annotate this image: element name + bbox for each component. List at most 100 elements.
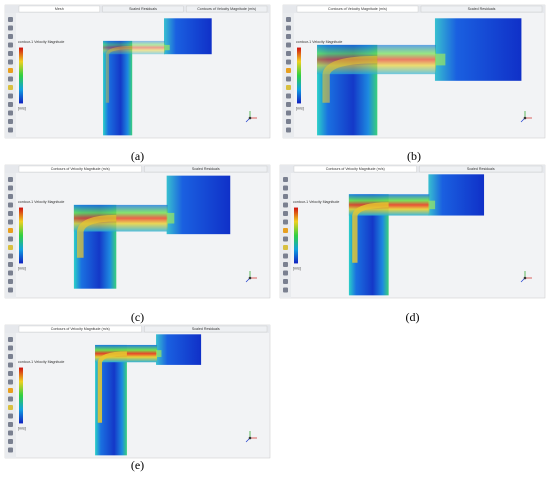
tool-icon [283, 219, 288, 225]
tab [296, 5, 419, 13]
tool-icon [286, 127, 291, 133]
panel: Contours of Velocity Magnitude (m/s) Scal… [4, 324, 271, 459]
elbow-core [105, 45, 133, 103]
tool-icon [8, 430, 13, 436]
tool-icon [8, 17, 13, 22]
tool-icon [286, 93, 291, 99]
tab [419, 165, 543, 173]
axis-origin [248, 436, 252, 440]
tool-icon [286, 68, 291, 73]
tab [144, 165, 268, 173]
elbow-core [97, 351, 127, 423]
panel-label: (a) [131, 149, 144, 163]
tool-icon [8, 185, 13, 191]
tab [186, 5, 268, 13]
tool-icon [8, 262, 13, 267]
tool-icon [8, 228, 13, 233]
tool-icon [8, 362, 13, 368]
axis-origin [523, 116, 527, 120]
axis-origin [523, 276, 527, 280]
tab-title: Contours of Velocity Magnitude (m/s) [328, 7, 387, 11]
legend-title: contour-1 Velocity Magnitude [296, 40, 342, 44]
tab [18, 5, 100, 13]
tool-icon [8, 110, 13, 116]
legend-title: contour-1 Velocity Magnitude [18, 200, 64, 204]
tool-icon [8, 25, 13, 31]
tool-icon [8, 34, 13, 39]
tool-icon [283, 236, 288, 242]
tab [18, 165, 142, 173]
tool-icon [286, 25, 291, 31]
legend-unit: [m/s] [18, 107, 26, 111]
colorbar [19, 207, 23, 264]
tool-icon [283, 211, 288, 216]
tool-icon [283, 245, 288, 250]
tab [420, 5, 543, 13]
panel: Mesh Scaled Residuals Contours of Velocity… [4, 4, 271, 139]
tool-icon [8, 379, 13, 385]
tool-icon [8, 93, 13, 99]
tool-icon [8, 447, 13, 453]
elbow-core [76, 214, 117, 258]
tool-icon [8, 51, 13, 56]
legend-title: contour-1 Velocity Magnitude [18, 360, 64, 364]
horizontal-leg [73, 204, 168, 232]
jet [156, 350, 162, 358]
tool-icon [8, 119, 13, 124]
tool-icon [8, 219, 13, 225]
toolbar [283, 13, 294, 138]
tool-icon [8, 245, 13, 250]
toolbar [5, 13, 16, 138]
outlet-box [434, 18, 522, 81]
panel-label: (c) [131, 310, 144, 324]
tool-icon [286, 102, 291, 107]
tool-icon [283, 177, 288, 182]
tool-icon [8, 76, 13, 82]
colorbar [294, 207, 298, 264]
tool-icon [286, 110, 291, 116]
tool-icon [8, 236, 13, 242]
tool-icon [8, 202, 13, 208]
tool-icon [8, 396, 13, 402]
legend-title: contour-1 Velocity Magnitude [18, 40, 64, 44]
tool-icon [8, 354, 13, 359]
tab-title: Scaled Residuals [192, 167, 220, 171]
tab [102, 5, 184, 13]
tool-icon [8, 422, 13, 427]
tool-icon [8, 405, 13, 410]
panel: Contours of Velocity Magnitude (m/s) Scal… [282, 4, 546, 139]
tool-icon [283, 202, 288, 208]
jet [434, 53, 446, 66]
viewport [4, 4, 271, 139]
toolbar [5, 333, 16, 458]
axis-origin [248, 116, 252, 120]
tool-icon [8, 194, 13, 199]
outlet-box [166, 175, 231, 235]
tab-title: Scaled Residuals [467, 167, 495, 171]
legend-unit: [m/s] [293, 267, 301, 271]
tool-icon [286, 51, 291, 56]
horizontal-leg [348, 194, 430, 216]
tool-icon [8, 439, 13, 444]
elbow-core [352, 202, 389, 263]
tool-icon [283, 287, 288, 293]
tool-icon [8, 85, 13, 90]
horizontal-leg [103, 40, 165, 55]
tool-icon [286, 17, 291, 22]
tab [18, 325, 142, 333]
jet [164, 44, 170, 51]
tab [144, 325, 268, 333]
tool-icon [286, 85, 291, 90]
tool-icon [286, 59, 291, 65]
tool-icon [8, 68, 13, 73]
panel-label: (d) [406, 310, 420, 324]
tool-icon [8, 413, 13, 419]
tool-icon [8, 59, 13, 65]
tab [293, 165, 417, 173]
tool-icon [8, 287, 13, 293]
panel-label: (b) [407, 149, 421, 163]
axis-origin [248, 276, 252, 280]
outlet-box [164, 18, 212, 55]
toolbar [280, 173, 291, 298]
